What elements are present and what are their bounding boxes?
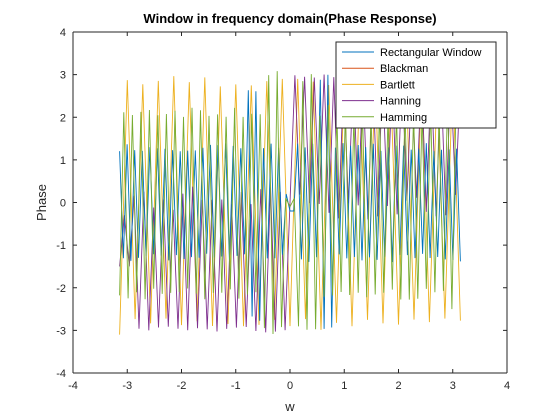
legend-box [335, 41, 497, 129]
chart-title: Window in frequency domain(Phase Respons… [143, 11, 436, 26]
y-tick-label: 3 [60, 70, 66, 82]
y-axis-label: Phase [34, 184, 49, 221]
x-tick-label: -2 [177, 380, 187, 392]
x-tick-label: -4 [68, 380, 78, 392]
x-tick-label: -1 [231, 380, 241, 392]
y-tick-label: 2 [60, 112, 66, 124]
legend-label-blackman: Blackman [380, 63, 428, 75]
x-tick-label: 0 [287, 380, 293, 392]
series-hamming-line [119, 71, 461, 335]
y-tick-label: 0 [60, 198, 66, 210]
x-tick-label: 2 [395, 380, 401, 392]
series-rectangular-window-line [119, 74, 461, 329]
y-tick-label: -3 [56, 325, 66, 337]
x-tick-label: 1 [341, 380, 347, 392]
x-tick-label: 4 [504, 380, 510, 392]
legend-label-hamming: Hamming [380, 112, 427, 124]
legend-label-hanning: Hanning [380, 96, 421, 108]
x-tick-label: -3 [122, 380, 132, 392]
y-tick-label: 4 [60, 27, 66, 39]
y-tick-label: -2 [56, 283, 66, 295]
y-tick-label: -1 [56, 240, 66, 252]
y-tick-label: 1 [60, 155, 66, 167]
legend-label-rectangular-window: Rectangular Window [380, 47, 482, 59]
y-tick-label: -4 [56, 368, 66, 380]
x-tick-label: 3 [450, 380, 456, 392]
legend-label-bartlett: Bartlett [380, 79, 415, 91]
x-axis-label: w [284, 399, 295, 414]
